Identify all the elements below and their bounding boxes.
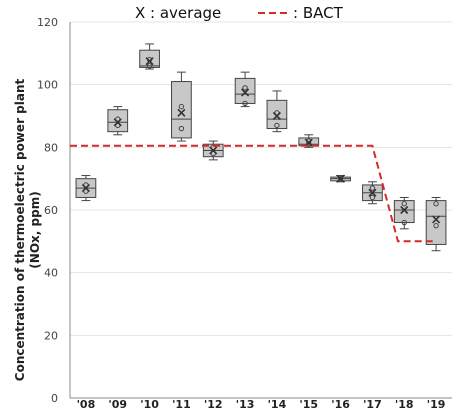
- mean-marker: [400, 205, 409, 215]
- box-group: [139, 43, 160, 70]
- gridlines: [70, 21, 452, 336]
- y-tick-label: 60: [44, 204, 58, 217]
- data-point: [369, 194, 376, 201]
- box: [107, 109, 129, 133]
- data-point: [242, 85, 248, 91]
- box-group: [298, 134, 320, 148]
- box-series: [75, 43, 447, 252]
- box-group: [266, 90, 288, 133]
- bact-line: [70, 144, 437, 243]
- y-tick-label: 120: [37, 16, 58, 29]
- mean-marker: [145, 57, 154, 66]
- box: [139, 49, 160, 68]
- box-group: [75, 175, 97, 202]
- box: [234, 77, 256, 104]
- mean-marker: [81, 184, 90, 193]
- data-point: [433, 201, 439, 207]
- data-point: [337, 175, 344, 182]
- x-tick-label: '08: [77, 398, 96, 410]
- mean-marker: [113, 118, 122, 127]
- x-tick-label: '14: [268, 398, 287, 410]
- y-axis-title-line2: (NOx, ppm): [28, 191, 42, 268]
- y-axis-ticks: 0 20 40 60 80 100 120: [37, 16, 58, 405]
- mean-marker: [432, 215, 441, 224]
- data-point: [242, 100, 248, 107]
- box: [425, 200, 447, 245]
- legend-average-text: X : average: [135, 4, 221, 22]
- x-tick-label: '09: [108, 398, 127, 410]
- mean-marker: [209, 146, 218, 155]
- x-tick-label: '17: [363, 398, 382, 410]
- data-point: [178, 103, 185, 110]
- box-group: [330, 174, 351, 183]
- y-tick-label: 80: [44, 141, 58, 154]
- box-group: [393, 196, 415, 230]
- x-tick-label: '15: [299, 398, 318, 410]
- data-point: [146, 63, 153, 69]
- y-axis-title-line1: Concentration of thermoelectric power pl…: [13, 79, 27, 382]
- y-tick-label: 0: [51, 392, 58, 405]
- data-point: [401, 219, 407, 226]
- x-tick-label: '18: [395, 398, 414, 410]
- y-tick-label: 40: [44, 267, 58, 280]
- box-group: [202, 140, 224, 161]
- legend-bact-text: : BACT: [293, 4, 344, 22]
- data-point: [369, 185, 376, 191]
- box-group: [362, 181, 383, 205]
- mean-marker: [368, 188, 377, 197]
- mean-marker: [177, 108, 186, 117]
- x-tick-label: '16: [331, 398, 350, 410]
- x-tick-label: '19: [427, 398, 446, 410]
- data-point: [178, 125, 185, 132]
- box-group: [234, 71, 256, 108]
- mean-marker: [336, 174, 345, 183]
- box: [171, 81, 192, 139]
- data-point: [433, 222, 439, 229]
- x-tick-label: '13: [236, 398, 255, 410]
- box-group: [171, 71, 192, 142]
- x-tick-label: '11: [172, 398, 191, 410]
- box-group: [425, 196, 447, 252]
- y-tick-label: 20: [44, 329, 58, 342]
- y-axis-title: Concentration of thermoelectric power pl…: [13, 79, 42, 382]
- legend: X : average : BACT: [135, 4, 344, 22]
- mean-marker: [241, 88, 250, 97]
- x-tick-label: '10: [140, 398, 159, 410]
- box: [266, 99, 288, 130]
- box-group: [107, 106, 129, 136]
- x-axis-ticks: '08 '09 '10 '11 '12 '13 '14 '15 '16 '17 '18 '19: [77, 398, 446, 410]
- x-tick-label: '12: [204, 398, 223, 410]
- data-point: [401, 201, 407, 207]
- mean-marker: [272, 111, 281, 121]
- box: [393, 200, 415, 224]
- data-point: [274, 122, 280, 129]
- y-tick-label: 100: [37, 79, 58, 92]
